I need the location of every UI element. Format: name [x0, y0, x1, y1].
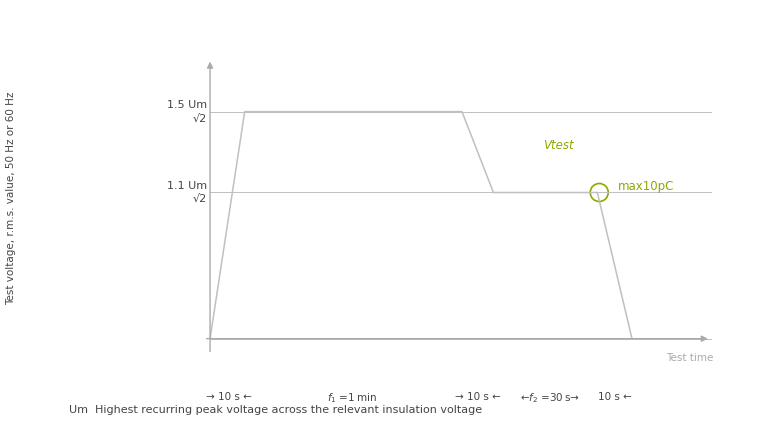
Text: 1.1 Um
√2: 1.1 Um √2: [167, 181, 207, 204]
Text: Um  Highest recurring peak voltage across the relevant insulation voltage: Um Highest recurring peak voltage across…: [69, 405, 482, 415]
Text: Vtest: Vtest: [543, 139, 574, 152]
Text: 10 s ←: 10 s ←: [598, 391, 632, 402]
Text: Test time: Test time: [667, 353, 713, 363]
Text: $f_1$ =1 min: $f_1$ =1 min: [326, 391, 377, 405]
Text: → 10 s ←: → 10 s ←: [206, 391, 252, 402]
Text: Test voltage, r.m.s. value, 50 Hz or 60 Hz: Test voltage, r.m.s. value, 50 Hz or 60 …: [6, 92, 17, 305]
Text: 1.5 Um
√2: 1.5 Um √2: [167, 100, 207, 123]
Text: max10pC: max10pC: [617, 180, 674, 193]
Text: → 10 s ←: → 10 s ←: [455, 391, 501, 402]
Text: ←$f_2$ =30 s→: ←$f_2$ =30 s→: [520, 391, 580, 405]
